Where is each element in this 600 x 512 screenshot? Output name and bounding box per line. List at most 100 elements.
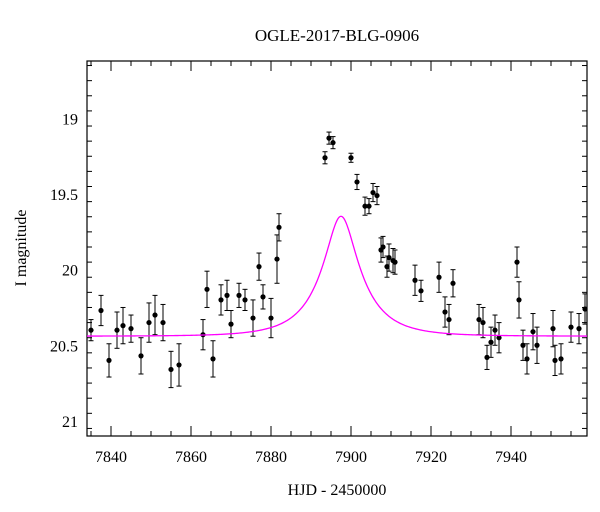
y-tick-label: 20 (62, 263, 78, 280)
data-marker (484, 354, 490, 360)
data-marker (224, 292, 230, 298)
data-point (120, 306, 126, 345)
data-marker (88, 327, 94, 333)
data-marker (450, 280, 456, 286)
data-marker (138, 353, 144, 359)
data-marker (374, 192, 380, 199)
data-point (392, 249, 398, 275)
data-marker (366, 203, 372, 209)
data-marker (120, 323, 126, 329)
data-marker (236, 292, 242, 298)
model-curve (87, 215, 587, 337)
data-marker (242, 297, 248, 303)
data-point (106, 343, 112, 378)
plot-frame (86, 60, 588, 437)
x-tick-label: 7940 (495, 449, 527, 466)
data-point (370, 182, 376, 203)
data-point (242, 288, 248, 311)
x-axis-label: HJD - 2450000 (288, 482, 387, 499)
data-point (436, 261, 442, 293)
data-point (330, 136, 336, 150)
data-point (88, 319, 94, 342)
data-marker (256, 264, 262, 270)
data-marker (362, 203, 368, 209)
y-tick-label: 19.5 (50, 187, 78, 204)
data-marker (446, 316, 452, 323)
data-marker (268, 315, 274, 321)
data-point (224, 279, 230, 311)
data-marker (114, 327, 120, 333)
data-marker (228, 321, 234, 327)
x-tick-label: 7900 (335, 449, 367, 466)
x-tick-label: 7880 (255, 449, 287, 466)
data-marker (496, 335, 502, 341)
data-marker (354, 179, 360, 185)
data-point (128, 314, 134, 343)
data-point (418, 279, 424, 302)
data-marker (436, 274, 442, 280)
data-point (204, 270, 210, 308)
data-marker (520, 342, 526, 348)
data-point (534, 326, 540, 364)
data-point (488, 326, 494, 358)
data-marker (550, 326, 556, 332)
data-marker (558, 356, 564, 362)
data-point (492, 314, 498, 346)
data-marker (204, 286, 210, 292)
data-marker (412, 277, 418, 283)
data-point (210, 340, 216, 378)
data-point (362, 196, 368, 216)
data-point (276, 213, 282, 242)
data-point (568, 311, 574, 343)
data-point (98, 294, 104, 327)
data-marker (384, 264, 390, 270)
data-point (582, 293, 588, 325)
data-point (524, 343, 530, 375)
data-marker (488, 339, 494, 345)
data-point (386, 243, 392, 272)
data-point (326, 131, 332, 145)
data-marker (326, 135, 332, 141)
data-marker (160, 319, 166, 326)
data-point (576, 313, 582, 345)
data-point (366, 198, 372, 215)
data-point (236, 282, 242, 308)
data-point (380, 235, 386, 259)
data-point (552, 344, 558, 377)
data-point (354, 173, 360, 191)
data-marker (552, 357, 558, 363)
y-tick-label: 21 (62, 414, 78, 431)
data-marker (568, 324, 574, 330)
data-marker (516, 297, 522, 303)
data-marker (392, 259, 398, 265)
x-tick-label: 7840 (95, 449, 127, 466)
data-point (260, 284, 266, 310)
data-point (176, 343, 182, 387)
data-point (218, 284, 224, 316)
data-marker (534, 342, 540, 348)
data-marker (442, 309, 448, 315)
data-point (520, 329, 526, 361)
data-point (550, 309, 556, 348)
data-marker (370, 189, 376, 196)
chart-title: OGLE-2017-BLG-0906 (255, 26, 419, 45)
data-marker (576, 326, 582, 332)
x-tick-label: 7860 (175, 449, 207, 466)
data-marker (210, 356, 216, 362)
data-point (446, 303, 452, 336)
data-marker (418, 288, 424, 294)
data-marker (106, 357, 112, 363)
data-points (88, 131, 588, 389)
data-point (160, 303, 166, 342)
axes: 7840 7860 7880 7900 7920 7940 19 19.5 20 20.5 21 (50, 60, 588, 466)
data-point (530, 313, 536, 351)
data-point (268, 297, 274, 339)
data-marker (146, 319, 152, 326)
data-marker (276, 224, 282, 230)
data-point (138, 337, 144, 375)
data-marker (176, 362, 182, 368)
data-marker (260, 294, 266, 300)
data-point (496, 322, 502, 354)
data-marker (380, 244, 386, 250)
